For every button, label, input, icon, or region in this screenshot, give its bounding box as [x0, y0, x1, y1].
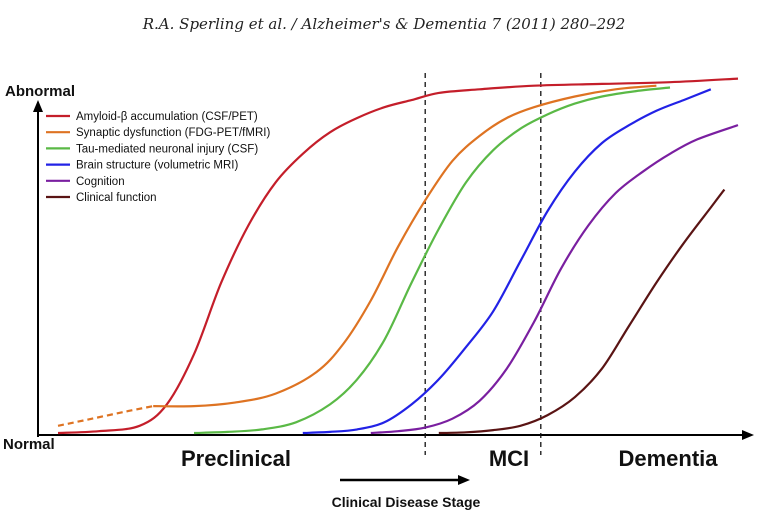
legend-label-cognition: Cognition: [76, 176, 125, 188]
x-axis-arrowhead: [742, 430, 754, 440]
series-line-synaptic-dysfunction-fdg-pet-fmri: [153, 84, 657, 408]
y-axis-arrowhead: [33, 100, 43, 112]
legend: Amyloid-β accumulation (CSF/PET) Synaptic…: [46, 111, 270, 204]
stage-arrow-head: [458, 475, 470, 485]
axes: [33, 100, 754, 440]
stage-label-preclinical: Preclinical: [181, 446, 291, 471]
stage-label-dementia: Dementia: [618, 446, 718, 471]
series-line-cognition: [370, 124, 739, 435]
series-line-amyloid-accumulation-csf-pet: [57, 77, 739, 435]
legend-label-clinical-function: Clinical function: [76, 192, 157, 204]
legend-label-brain-structure-volumetric-mri: Brain structure (volumetric MRI): [76, 160, 238, 172]
legend-label-tau-mediated-neuronal-injury-csf: Tau-mediated neuronal injury (CSF): [76, 143, 258, 155]
series-curves: [57, 77, 739, 435]
stage-label-mci: MCI: [489, 446, 529, 471]
series-line-tau-mediated-neuronal-injury-csf: [193, 86, 671, 435]
legend-label-amyloid-accumulation-csf-pet: Amyloid-β accumulation (CSF/PET): [76, 111, 258, 123]
page-header: R.A. Sperling et al. / Alzheimer's & Dem…: [142, 15, 626, 33]
y-label-abnormal: Abnormal: [5, 83, 75, 100]
series-line-brain-structure-volumetric-mri: [302, 88, 712, 435]
y-label-normal: Normal: [3, 436, 55, 453]
legend-label-synaptic-dysfunction-fdg-pet-fmri: Synaptic dysfunction (FDG-PET/fMRI): [76, 127, 270, 139]
series-line-clinical-function: [438, 188, 726, 435]
x-axis-title: Clinical Disease Stage: [332, 494, 481, 510]
series-line-synaptic-dysfunction-fdg-pet-fmri-dashed: [57, 405, 154, 427]
